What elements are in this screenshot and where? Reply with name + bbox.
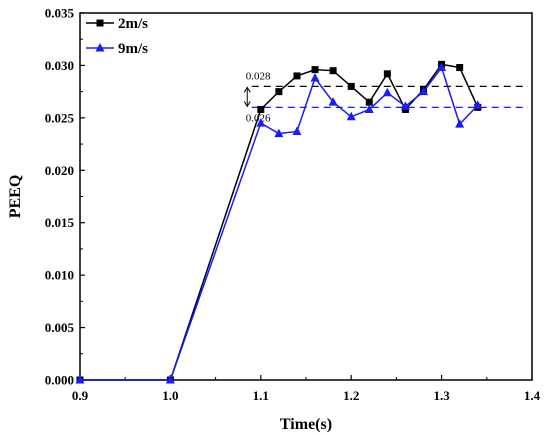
y-tick-label: 0.035 (45, 6, 75, 21)
x-tick-label: 1.4 (524, 388, 541, 403)
data-point-9m/s (473, 100, 483, 109)
x-tick-label: 1.0 (162, 388, 178, 403)
series-layer (75, 60, 483, 384)
reference-label: 0.028 (246, 70, 271, 82)
y-tick-label: 0.010 (45, 268, 74, 283)
range-arrow-head-down (243, 101, 251, 108)
data-point-9m/s (364, 104, 374, 113)
y-axis-title: PEEQ (7, 175, 24, 219)
data-point-9m/s (256, 118, 266, 127)
data-point-9m/s (274, 128, 284, 138)
data-point-2m/s (456, 64, 464, 72)
x-axis-title: Time(s) (280, 416, 332, 433)
y-tick-label: 0.015 (45, 215, 75, 230)
data-point-2m/s (347, 82, 355, 90)
data-point-9m/s (382, 87, 392, 97)
x-tick-label: 1.3 (433, 388, 450, 403)
y-tick-label: 0.025 (45, 110, 75, 125)
y-tick-label: 0.030 (45, 58, 74, 73)
data-point-9m/s (437, 62, 447, 72)
data-point-9m/s (346, 111, 356, 121)
data-point-2m/s (365, 98, 373, 106)
data-point-9m/s (165, 375, 175, 384)
legend-marker-2m/s (96, 19, 104, 27)
legend-label: 2m/s (118, 16, 148, 32)
legend: 2m/s 9m/s (86, 16, 148, 57)
data-point-2m/s (383, 70, 391, 78)
data-point-2m/s (293, 72, 301, 80)
data-point-2m/s (257, 105, 265, 113)
series-line-9m/s (80, 65, 479, 381)
y-tick-label: 0.000 (45, 373, 74, 388)
y-tick-label: 0.020 (45, 163, 74, 178)
series-9m/s (75, 62, 483, 384)
data-point-2m/s (275, 88, 283, 96)
data-point-9m/s (328, 97, 338, 106)
data-point-9m/s (292, 126, 302, 135)
x-tick-label: 1.1 (253, 388, 269, 403)
range-arrow-head-up (243, 86, 251, 93)
data-point-9m/s (419, 86, 429, 96)
plot-frame (79, 12, 533, 381)
legend-marker-9m/s (95, 43, 105, 52)
legend-label: 9m/s (118, 41, 148, 57)
data-point-9m/s (400, 101, 410, 110)
data-point-2m/s (311, 66, 319, 74)
x-tick-label: 1.2 (343, 388, 359, 403)
data-point-9m/s (75, 375, 85, 384)
data-point-2m/s (329, 67, 337, 75)
series-2m/s (76, 60, 482, 384)
y-tick-label: 0.005 (45, 320, 75, 335)
x-tick-label: 0.9 (72, 388, 89, 403)
series-line-2m/s (80, 63, 479, 381)
data-point-9m/s (310, 73, 320, 82)
axes-layer: 0.9 1.0 1.1 1.2 1.3 1.4 0.000 0.005 0.010 0.015 0.… (45, 6, 541, 404)
data-point-9m/s (455, 119, 465, 128)
